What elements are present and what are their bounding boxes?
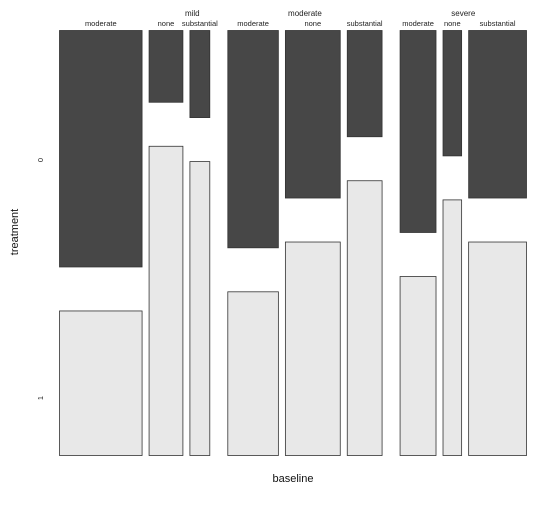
sub-label-severe-moderate: moderate <box>402 19 434 28</box>
mosaic-cell-moderate-substantial-treatment-0 <box>346 30 383 138</box>
x-axis-title: baseline <box>273 473 314 485</box>
mosaic-cells <box>59 30 527 456</box>
mosaic-cell-mild-moderate-treatment-0 <box>59 30 143 268</box>
sub-label-moderate-none: none <box>304 19 321 28</box>
mosaic-cell-moderate-none-treatment-0 <box>284 30 341 199</box>
mosaic-cell-severe-moderate-treatment-1 <box>399 276 437 456</box>
sub-label-severe-none: none <box>444 19 461 28</box>
group-label-mild: mild <box>185 9 200 18</box>
mosaic-cell-mild-none-treatment-0 <box>148 30 184 103</box>
mosaic-cell-mild-none-treatment-1 <box>148 145 184 456</box>
sub-label-mild-moderate: moderate <box>85 19 117 28</box>
mosaic-cell-mild-moderate-treatment-1 <box>59 310 143 456</box>
mosaic-cell-severe-substantial-treatment-0 <box>468 30 527 199</box>
mosaic-cell-mild-substantial-treatment-0 <box>189 30 211 118</box>
mosaic-cell-moderate-substantial-treatment-1 <box>346 180 383 456</box>
y-axis-title: treatment <box>9 209 21 255</box>
sub-label-moderate-substantial: substantial <box>347 19 383 28</box>
mosaic-cell-severe-moderate-treatment-0 <box>399 30 437 233</box>
mosaic-cell-moderate-moderate-treatment-1 <box>227 291 279 456</box>
y-tick-label-0: 0 <box>36 158 45 162</box>
mosaic-cell-severe-none-treatment-0 <box>442 30 463 157</box>
group-label-moderate: moderate <box>288 9 322 18</box>
y-tick-label-1: 1 <box>36 396 45 400</box>
mosaic-cell-moderate-moderate-treatment-0 <box>227 30 279 249</box>
sub-label-severe-substantial: substantial <box>480 19 516 28</box>
sub-label-moderate-moderate: moderate <box>237 19 269 28</box>
sub-label-mild-none: none <box>158 19 175 28</box>
mosaic-cell-severe-substantial-treatment-1 <box>468 241 527 456</box>
mosaic-cell-severe-none-treatment-1 <box>442 199 463 456</box>
mosaic-cell-moderate-none-treatment-1 <box>284 241 341 456</box>
mosaic-cell-mild-substantial-treatment-1 <box>189 161 211 456</box>
group-label-severe: severe <box>451 9 476 18</box>
sub-label-mild-substantial: substantial <box>182 19 218 28</box>
